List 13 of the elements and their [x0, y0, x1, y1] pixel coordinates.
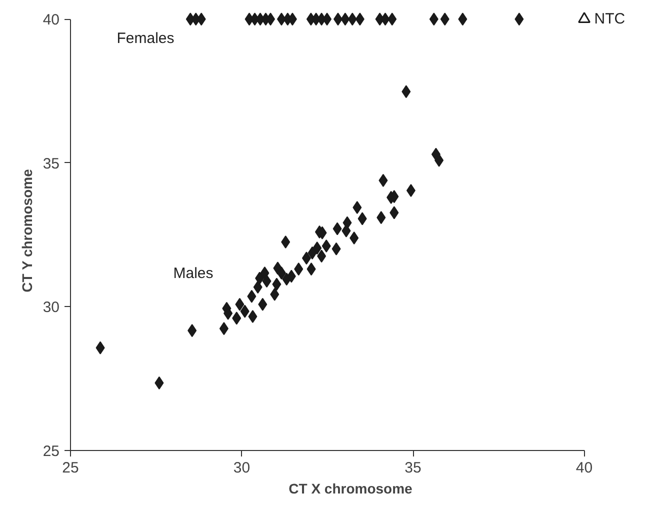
annotation: Females: [116, 30, 174, 48]
x-tick-label: 25: [62, 460, 79, 476]
y-tick-label: 35: [42, 155, 60, 172]
x-tick-label: 30: [233, 460, 250, 476]
series-label: NTC: [594, 10, 626, 28]
x-axis-title: CT X chromosome: [288, 480, 413, 496]
x-tick-label: 40: [576, 460, 593, 476]
annotation: Males: [173, 265, 214, 282]
x-tick-label: 35: [404, 460, 422, 476]
y-axis-title: CT Y chromosome: [18, 168, 35, 292]
y-tick-label: 40: [42, 12, 60, 29]
y-tick-label: 30: [42, 299, 60, 316]
y-tick-label: 25: [42, 443, 60, 460]
